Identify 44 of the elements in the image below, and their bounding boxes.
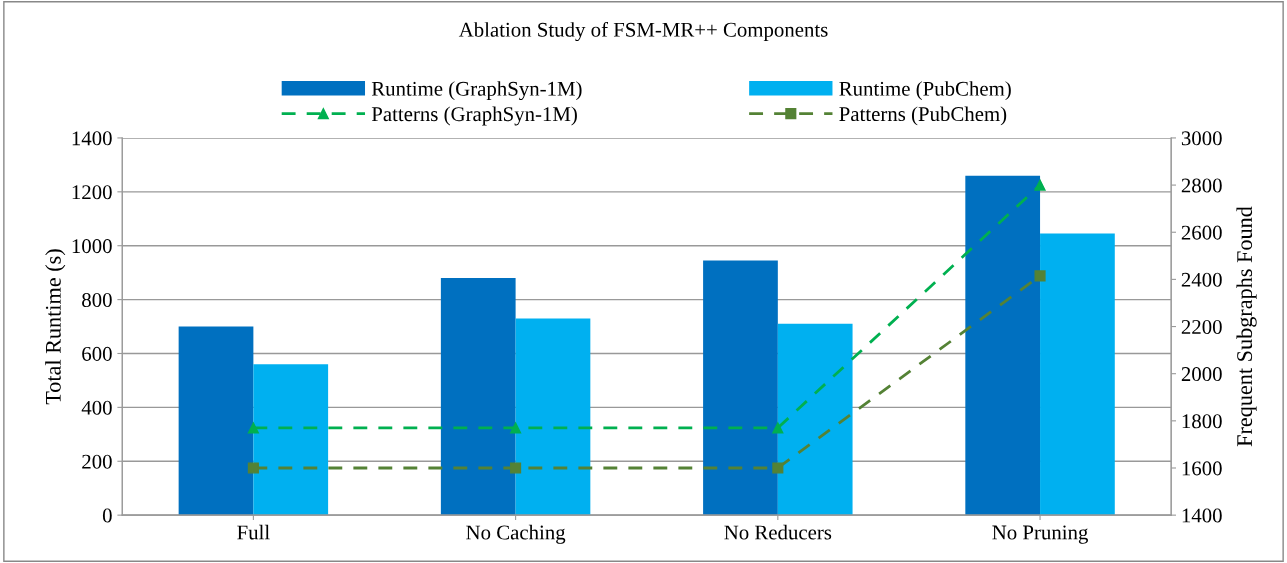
- x-tick-label: No Caching: [466, 524, 566, 544]
- y2-tick-label: 3000: [1181, 131, 1222, 146]
- y2-tick-label: 2800: [1181, 178, 1222, 193]
- y-tick-label: 400: [81, 400, 112, 415]
- y-tick-label: 800: [82, 292, 112, 308]
- legend-label: Patterns (PubChem): [839, 106, 1007, 126]
- bar: [1040, 233, 1115, 516]
- bar: [515, 318, 591, 516]
- bar: [965, 175, 1041, 516]
- point: [510, 462, 522, 474]
- point: [247, 422, 259, 434]
- bar: [440, 278, 516, 516]
- y2-tick-label: 1400: [1182, 508, 1222, 523]
- y-tick-label: 600: [82, 346, 112, 361]
- y2-tick-label: 2000: [1181, 367, 1222, 382]
- y2-tick-label: 2600: [1181, 225, 1222, 240]
- x-tick-label: No Reducers: [724, 524, 832, 540]
- bar: [178, 326, 254, 516]
- y2-axis-title: Frequent Subgraphs Found: [1236, 206, 1257, 447]
- point: [510, 422, 522, 434]
- bar: [703, 260, 778, 516]
- legend-label: Runtime (GraphSyn-1M): [371, 81, 582, 101]
- legend-label: Runtime (PubChem): [839, 81, 1011, 101]
- chart-title: Ablation Study of FSM-MR++ Components: [458, 21, 828, 42]
- point: [1034, 270, 1046, 282]
- point: [247, 462, 259, 474]
- y-tick-label: 1200: [72, 185, 112, 200]
- point: [772, 462, 784, 474]
- bar: [777, 323, 853, 516]
- point: [772, 422, 784, 434]
- y-tick-label: 1000: [72, 239, 112, 254]
- bar: [253, 364, 329, 516]
- x-tick-label: Full: [237, 524, 270, 540]
- y-tick-label: 200: [82, 454, 112, 469]
- point: [1034, 179, 1046, 191]
- y2-tick-label: 2400: [1181, 272, 1222, 287]
- y2-tick-label: 1800: [1182, 414, 1222, 429]
- y-axis-title: Total Runtime (s): [45, 249, 66, 405]
- y2-tick-label: 1600: [1182, 461, 1222, 476]
- legend-label: Patterns (GraphSyn-1M): [371, 106, 577, 126]
- y-tick-label: 1400: [72, 131, 112, 146]
- y2-tick-label: 2200: [1181, 319, 1222, 334]
- y-tick-label: 0: [102, 508, 112, 523]
- x-tick-label: No Pruning: [992, 525, 1088, 544]
